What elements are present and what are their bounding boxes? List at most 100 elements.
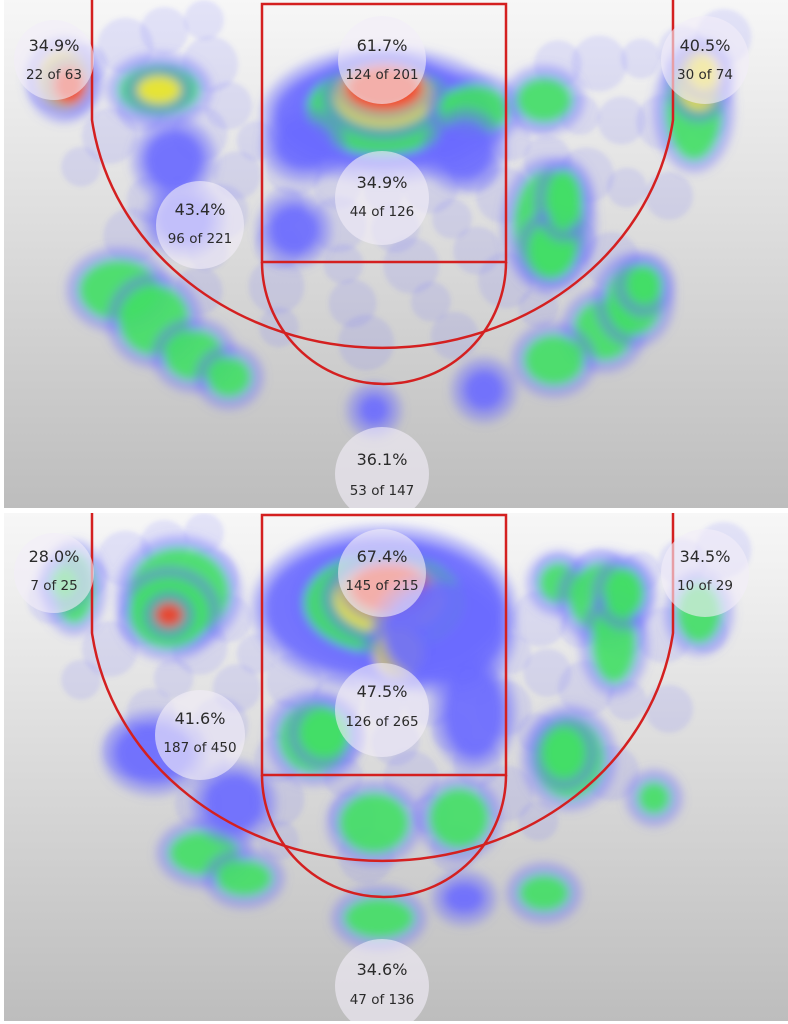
- heat-haze: [571, 35, 628, 92]
- zone-bubble: [338, 529, 426, 617]
- zone-right-corner-three: 40.5% 30 of 74: [661, 16, 749, 104]
- zone-count: 7 of 25: [30, 578, 77, 594]
- heat-blob: [546, 170, 582, 230]
- zone-count: 145 of 215: [345, 578, 418, 594]
- heat-blob: [339, 793, 409, 853]
- heat-haze: [606, 167, 647, 208]
- zone-bubble: [14, 533, 94, 613]
- free-throw-arc: [260, 261, 508, 386]
- zone-left-corner-three: 28.0% 7 of 25: [14, 533, 94, 613]
- free-throw-arc: [260, 774, 508, 899]
- zone-count: 47 of 136: [350, 992, 415, 1008]
- zone-bubble: [156, 181, 244, 269]
- zone-count: 10 of 29: [677, 578, 733, 594]
- heat-blob: [155, 603, 183, 627]
- heat-haze: [430, 311, 479, 360]
- heat-blob: [638, 782, 670, 814]
- zone-paint-non-ra: 34.9% 44 of 126: [335, 151, 429, 245]
- heat-haze: [645, 171, 694, 220]
- court-lines: [90, 0, 675, 386]
- heat-blob: [604, 568, 644, 618]
- zone-above-break-three: 34.6% 47 of 136: [335, 939, 429, 1021]
- heat-haze: [432, 198, 472, 239]
- heat-blob: [144, 130, 204, 190]
- zone-bubble: [338, 16, 426, 104]
- zone-count: 96 of 221: [168, 231, 233, 247]
- zone-bubble: [14, 20, 94, 100]
- zone-bubble: [335, 663, 429, 757]
- heat-haze: [323, 244, 364, 284]
- heat-haze: [258, 307, 299, 348]
- heat-blob: [344, 898, 414, 938]
- zone-labels: 34.9% 22 of 63 61.7% 124 of 201 40.5% 30…: [14, 16, 749, 508]
- heat-blob: [524, 335, 584, 385]
- zone-pct: 47.5%: [357, 682, 408, 701]
- zone-pct: 41.6%: [175, 709, 226, 728]
- heat-haze: [61, 146, 102, 187]
- zone-count: 124 of 201: [345, 67, 418, 83]
- heat-blob: [519, 875, 569, 911]
- lane-paint: [260, 2, 508, 264]
- zone-pct: 61.7%: [357, 36, 408, 55]
- zone-right-corner-three: 34.5% 10 of 29: [661, 529, 749, 617]
- heat-blob: [626, 265, 662, 305]
- zone-pct: 28.0%: [29, 547, 80, 566]
- three-point-line: [90, 0, 675, 350]
- heat-haze: [153, 658, 194, 699]
- zone-count: 53 of 147: [350, 483, 415, 499]
- heat-haze: [184, 0, 224, 40]
- zone-bubble: [661, 16, 749, 104]
- zone-pct: 34.9%: [357, 173, 408, 192]
- zone-pct: 34.9%: [29, 36, 80, 55]
- zone-count: 187 of 450: [163, 740, 236, 756]
- heat-blob: [429, 788, 489, 848]
- heat-haze: [645, 684, 694, 733]
- heat-blob: [274, 120, 334, 170]
- heat-blob: [464, 370, 504, 410]
- zone-pct: 36.1%: [357, 450, 408, 469]
- zone-bubble: [335, 939, 429, 1021]
- zone-paint-non-ra: 47.5% 126 of 265: [335, 663, 429, 757]
- zone-bubble: [155, 690, 245, 780]
- zone-mid-range: 41.6% 187 of 450: [155, 690, 245, 780]
- court-svg-top: 34.9% 22 of 63 61.7% 124 of 201 40.5% 30…: [4, 0, 788, 508]
- court-svg-bottom: 28.0% 7 of 25 67.4% 145 of 215 34.5% 10 …: [4, 513, 788, 1021]
- heat-blob: [434, 120, 494, 180]
- zone-restricted-area: 67.4% 145 of 215: [338, 529, 426, 617]
- zone-mid-range: 43.4% 96 of 221: [156, 181, 244, 269]
- heat-haze: [338, 314, 395, 371]
- zone-restricted-area: 61.7% 124 of 201: [338, 16, 426, 104]
- heat-blob: [444, 883, 484, 913]
- heat-haze: [61, 659, 102, 700]
- heat-haze: [81, 107, 138, 164]
- zone-count: 126 of 265: [345, 714, 418, 730]
- shot-chart-top: 34.9% 22 of 63 61.7% 124 of 201 40.5% 30…: [4, 0, 788, 508]
- heat-blob: [516, 78, 572, 122]
- heat-blob: [269, 205, 319, 255]
- heat-blob: [216, 860, 272, 896]
- zone-count: 30 of 74: [677, 67, 733, 83]
- zone-pct: 34.5%: [680, 547, 731, 566]
- zone-pct: 67.4%: [357, 547, 408, 566]
- zone-pct: 43.4%: [175, 200, 226, 219]
- heat-haze: [597, 96, 646, 145]
- heat-haze: [410, 281, 451, 322]
- zone-bubble: [335, 151, 429, 245]
- zone-left-corner-three: 34.9% 22 of 63: [14, 20, 94, 100]
- court-lines: [90, 513, 675, 899]
- three-point-line: [90, 513, 675, 863]
- heat-haze: [620, 38, 661, 79]
- zone-bubble: [661, 529, 749, 617]
- heat-haze: [383, 237, 440, 294]
- zone-labels: 28.0% 7 of 25 67.4% 145 of 215 34.5% 10 …: [14, 529, 749, 1021]
- zone-pct: 34.6%: [357, 960, 408, 979]
- zone-count: 44 of 126: [350, 204, 415, 220]
- lane-paint: [260, 513, 508, 777]
- heat-blob: [444, 668, 504, 758]
- zone-above-break-three: 36.1% 53 of 147: [335, 427, 429, 508]
- heat-blob: [137, 76, 181, 104]
- zone-bubble: [335, 427, 429, 508]
- zone-pct: 40.5%: [680, 36, 731, 55]
- shot-chart-bottom: 28.0% 7 of 25 67.4% 145 of 215 34.5% 10 …: [4, 513, 788, 1021]
- heat-blob: [359, 395, 389, 425]
